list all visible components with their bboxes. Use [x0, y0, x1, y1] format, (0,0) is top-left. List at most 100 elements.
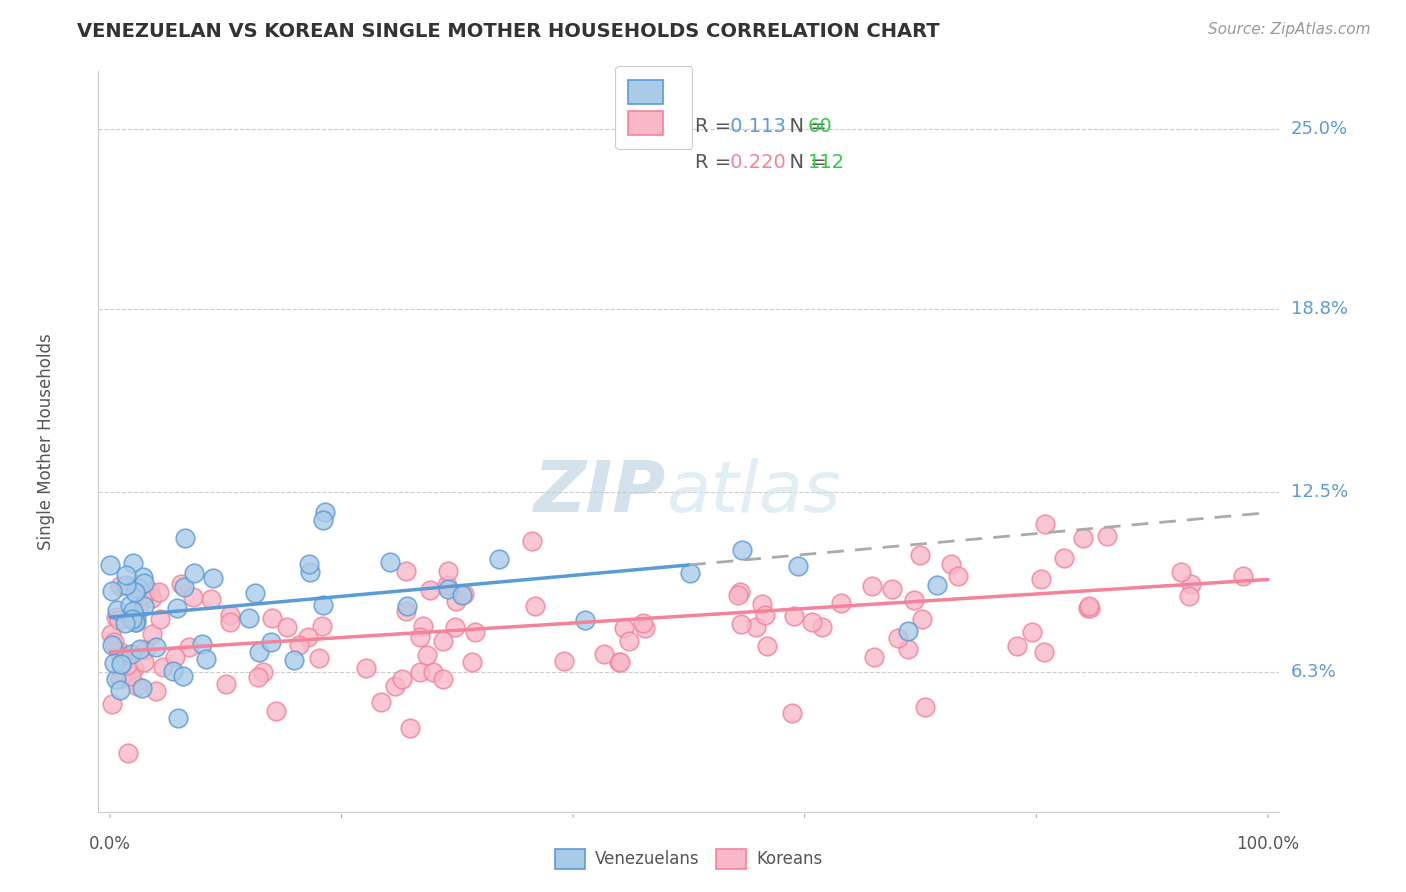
Point [283, 652, 305, 666]
Point [299, 566, 322, 580]
Point [860, 579, 883, 593]
Point [592, 648, 614, 662]
Point [437, 582, 460, 597]
Point [252, 665, 274, 680]
Point [811, 620, 834, 634]
Point [948, 569, 970, 583]
Point [132, 575, 155, 590]
Point [1232, 569, 1254, 583]
Point [1053, 551, 1076, 566]
Point [1078, 599, 1101, 614]
Point [464, 625, 486, 640]
Point [727, 588, 749, 602]
Point [416, 648, 439, 662]
Point [124, 615, 146, 629]
Point [166, 601, 188, 615]
Point [1071, 531, 1094, 545]
Point [108, 672, 131, 686]
Point [574, 613, 596, 627]
Point [436, 578, 458, 592]
Text: R =: R = [696, 153, 738, 172]
Point [152, 660, 174, 674]
Point [183, 566, 205, 580]
Point [312, 598, 335, 612]
Point [903, 593, 925, 607]
Point [911, 612, 934, 626]
Point [391, 673, 413, 687]
Point [101, 584, 124, 599]
Point [520, 534, 543, 549]
Point [1021, 624, 1043, 639]
Point [419, 583, 441, 598]
Point [297, 557, 319, 571]
Point [446, 594, 468, 608]
Point [115, 577, 138, 591]
Point [780, 706, 803, 720]
Point [131, 681, 153, 695]
Point [132, 587, 155, 601]
Point [115, 658, 138, 673]
Point [409, 665, 432, 679]
Point [398, 721, 420, 735]
Text: 60: 60 [808, 117, 832, 136]
Point [139, 584, 162, 599]
Point [553, 654, 575, 668]
Point [134, 643, 156, 657]
Point [633, 621, 655, 635]
Point [201, 571, 224, 585]
Text: VENEZUELAN VS KOREAN SINGLE MOTHER HOUSEHOLDS CORRELATION CHART: VENEZUELAN VS KOREAN SINGLE MOTHER HOUSE… [77, 22, 941, 41]
Point [453, 587, 475, 601]
Point [1077, 601, 1099, 615]
Text: atlas: atlas [666, 458, 841, 527]
Text: 25.0%: 25.0% [1291, 120, 1348, 138]
Point [927, 578, 949, 592]
Point [370, 695, 392, 709]
Point [897, 624, 920, 639]
Point [437, 564, 460, 578]
Point [177, 640, 200, 655]
Point [607, 655, 630, 669]
Point [170, 577, 193, 591]
Point [354, 661, 377, 675]
Point [98, 558, 121, 573]
Point [104, 609, 127, 624]
Point [422, 665, 444, 679]
Point [751, 597, 773, 611]
Point [1031, 572, 1053, 586]
Point [679, 566, 702, 580]
Point [103, 635, 125, 649]
Text: Single Mother Households: Single Mother Households [38, 334, 55, 549]
Point [132, 570, 155, 584]
Point [191, 638, 214, 652]
Point [127, 581, 149, 595]
Point [524, 599, 547, 613]
Point [1005, 639, 1028, 653]
Point [200, 592, 222, 607]
Point [384, 679, 406, 693]
Point [755, 639, 778, 653]
Point [444, 620, 467, 634]
Point [783, 609, 806, 624]
Point [145, 684, 167, 698]
Point [108, 613, 131, 627]
Point [378, 555, 401, 569]
Point [914, 700, 936, 714]
Point [488, 552, 510, 566]
Point [110, 648, 132, 663]
Point [108, 644, 131, 658]
Text: 18.8%: 18.8% [1291, 301, 1347, 318]
Point [287, 639, 309, 653]
Point [103, 656, 125, 670]
Text: 0.0%: 0.0% [89, 835, 131, 853]
Point [149, 612, 172, 626]
Point [395, 599, 418, 613]
Text: ZIP: ZIP [533, 458, 666, 527]
Point [105, 603, 128, 617]
Point [619, 634, 641, 648]
Point [1170, 565, 1192, 579]
Point [408, 630, 430, 644]
Point [260, 635, 283, 649]
Point [132, 599, 155, 613]
Text: 12.5%: 12.5% [1291, 483, 1348, 501]
Point [120, 647, 142, 661]
